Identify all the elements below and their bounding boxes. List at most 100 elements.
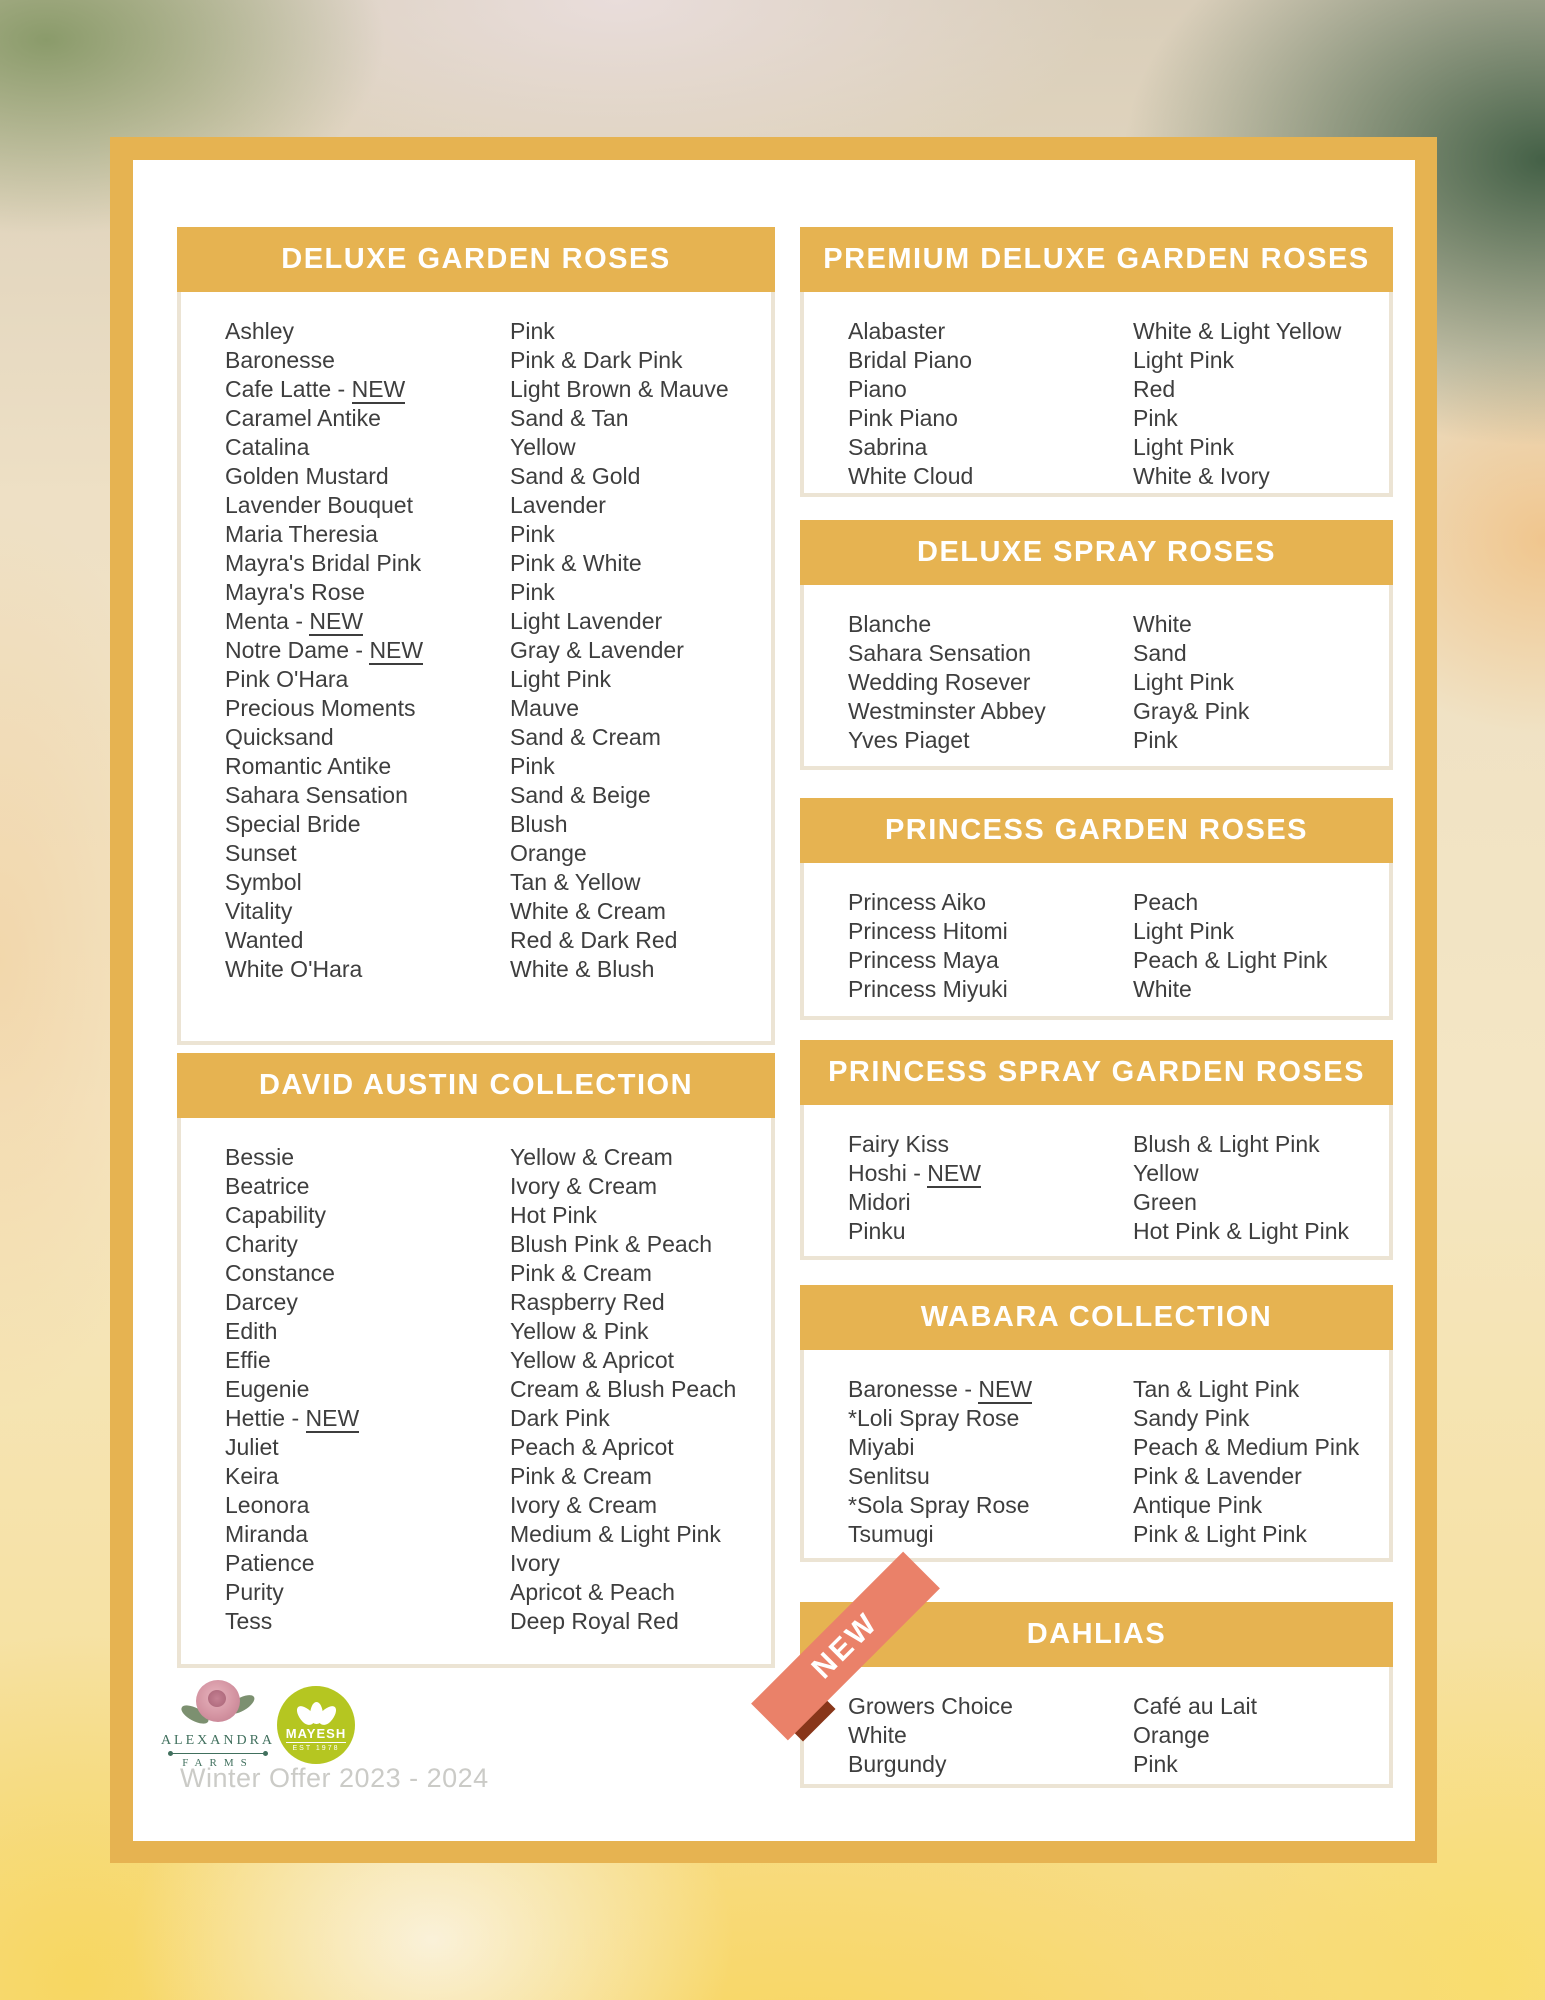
variety-row: Blanche White — [848, 610, 1373, 639]
variety-row: Senlitsu Pink & Lavender — [848, 1462, 1373, 1491]
variety-color: Deep Royal Red — [510, 1608, 679, 1634]
variety-row: Vitality White & Cream — [225, 897, 755, 926]
variety-row: Burgundy Pink — [848, 1750, 1373, 1779]
variety-row: Wanted Red & Dark Red — [225, 926, 755, 955]
variety-row: Symbol Tan & Yellow — [225, 868, 755, 897]
new-flag: NEW — [978, 1376, 1033, 1404]
variety-row: Princess Miyuki White — [848, 975, 1373, 1004]
variety-row: Pinku Hot Pink & Light Pink — [848, 1217, 1373, 1246]
variety-list: Fairy Kiss Blush & Light Pink Hoshi - NEW Y… — [800, 1105, 1393, 1260]
variety-name: White Cloud — [848, 463, 974, 489]
variety-row: Sunset Orange — [225, 839, 755, 868]
variety-color: White — [1133, 976, 1192, 1002]
variety-color: Pink & Cream — [510, 1463, 652, 1489]
variety-row: Fairy Kiss Blush & Light Pink — [848, 1130, 1373, 1159]
variety-name: Caramel Antike — [225, 405, 381, 431]
section-header: PREMIUM DELUXE GARDEN ROSES — [800, 227, 1393, 292]
variety-name: Blanche — [848, 611, 932, 637]
variety-list: Growers Choice Café au Lait White Orange Bur… — [800, 1667, 1393, 1788]
variety-color: Café au Lait — [1133, 1693, 1258, 1719]
section-title: PRINCESS GARDEN ROSES — [884, 814, 1309, 846]
variety-color: Light Pink — [1133, 669, 1235, 695]
variety-name: Effie — [225, 1347, 271, 1373]
variety-row: Piano Red — [848, 375, 1373, 404]
variety-row: Notre Dame - NEW Gray & Lavender — [225, 636, 755, 665]
variety-name: White — [848, 1722, 907, 1748]
variety-color: Light Brown & Mauve — [510, 376, 729, 402]
variety-name: Leonora — [225, 1492, 310, 1518]
variety-color: Blush — [510, 811, 568, 837]
variety-name: Sahara Sensation — [225, 782, 408, 808]
variety-name: *Sola Spray Rose — [848, 1492, 1030, 1518]
variety-color: Apricot & Peach — [510, 1579, 675, 1605]
variety-row: Special Bride Blush — [225, 810, 755, 839]
variety-color: Yellow — [510, 434, 576, 460]
variety-color: Medium & Light Pink — [510, 1521, 721, 1547]
variety-row: Mayra's Bridal Pink Pink & White — [225, 549, 755, 578]
variety-color: Red & Dark Red — [510, 927, 678, 953]
mayesh-wordmark: MAYESH — [285, 1726, 347, 1743]
variety-row: Baronesse Pink & Dark Pink — [225, 346, 755, 375]
mayesh-logo: MAYESH EST 1978 — [277, 1686, 355, 1764]
variety-color: Peach & Apricot — [510, 1434, 674, 1460]
variety-row: Tess Deep Royal Red — [225, 1607, 755, 1636]
variety-color: Yellow & Pink — [510, 1318, 649, 1344]
section-dahlias: NEW DAHLIAS Growers Choice Café au Lait Wh… — [751, 1551, 1393, 1788]
new-flag: NEW — [305, 1405, 360, 1433]
ribbon-band: NEW — [751, 1551, 940, 1741]
variety-row: Catalina Yellow — [225, 433, 755, 462]
variety-row: Juliet Peach & Apricot — [225, 1433, 755, 1462]
variety-color: Cream & Blush Peach — [510, 1376, 737, 1402]
variety-color: Hot Pink — [510, 1202, 597, 1228]
variety-name: Beatrice — [225, 1173, 310, 1199]
variety-row: Leonora Ivory & Cream — [225, 1491, 755, 1520]
variety-color: Pink — [510, 318, 555, 344]
variety-color: Red — [1133, 376, 1176, 402]
section-princess-spray-garden-roses: PRINCESS SPRAY GARDEN ROSES Fairy Kiss Bl… — [800, 1040, 1393, 1260]
variety-row: Miyabi Peach & Medium Pink — [848, 1433, 1373, 1462]
variety-row: Eugenie Cream & Blush Peach — [225, 1375, 755, 1404]
variety-row: Yves Piaget Pink — [848, 726, 1373, 755]
variety-name: Cafe Latte - NEW — [225, 376, 406, 404]
variety-color: Ivory & Cream — [510, 1492, 657, 1518]
variety-name: Constance — [225, 1260, 335, 1286]
variety-name: Catalina — [225, 434, 310, 460]
variety-color: Pink & Lavender — [1133, 1463, 1302, 1489]
variety-color: Lavender — [510, 492, 606, 518]
variety-list: Alabaster White & Light Yellow Bridal Pian… — [800, 292, 1393, 497]
variety-row: Sahara Sensation Sand & Beige — [225, 781, 755, 810]
variety-color: Peach — [1133, 889, 1199, 915]
variety-row: *Loli Spray Rose Sandy Pink — [848, 1404, 1373, 1433]
variety-row: Precious Moments Mauve — [225, 694, 755, 723]
variety-name: Baronesse - NEW — [848, 1376, 1033, 1404]
variety-color: Pink — [510, 753, 555, 779]
variety-color: Pink — [1133, 405, 1178, 431]
variety-row: Mayra's Rose Pink — [225, 578, 755, 607]
variety-row: Caramel Antike Sand & Tan — [225, 404, 755, 433]
variety-list: Ashley Pink Baronesse Pink & Dark Pink Cafe … — [177, 292, 775, 1045]
alexandra-farms-logo: ALEXANDRA FARMS — [158, 1678, 278, 1769]
section-header: PRINCESS GARDEN ROSES — [800, 798, 1393, 863]
variety-name: Mayra's Bridal Pink — [225, 550, 422, 576]
variety-color: Tan & Light Pink — [1133, 1376, 1300, 1402]
variety-color: Pink & White — [510, 550, 642, 576]
variety-row: Wedding Rosever Light Pink — [848, 668, 1373, 697]
variety-color: Tan & Yellow — [510, 869, 641, 895]
variety-color: Orange — [510, 840, 587, 866]
variety-color: Light Pink — [1133, 347, 1235, 373]
variety-row: Purity Apricot & Peach — [225, 1578, 755, 1607]
variety-color: Sand & Beige — [510, 782, 651, 808]
variety-color: Ivory & Cream — [510, 1173, 657, 1199]
variety-color: Yellow — [1133, 1160, 1199, 1186]
section-header: WABARA COLLECTION — [800, 1285, 1393, 1350]
variety-name: Vitality — [225, 898, 293, 924]
variety-color: Sand & Gold — [510, 463, 641, 489]
variety-name: Edith — [225, 1318, 278, 1344]
variety-name: Westminster Abbey — [848, 698, 1046, 724]
rose-core-icon — [208, 1690, 226, 1707]
variety-name: Growers Choice — [848, 1693, 1013, 1719]
variety-name: Mayra's Rose — [225, 579, 365, 605]
variety-color: Light Pink — [510, 666, 612, 692]
section-premium-deluxe-garden-roses: PREMIUM DELUXE GARDEN ROSES Alabaster Whi… — [800, 227, 1393, 497]
section-deluxe-spray-roses: DELUXE SPRAY ROSES Blanche White Sahara Se… — [800, 520, 1393, 770]
